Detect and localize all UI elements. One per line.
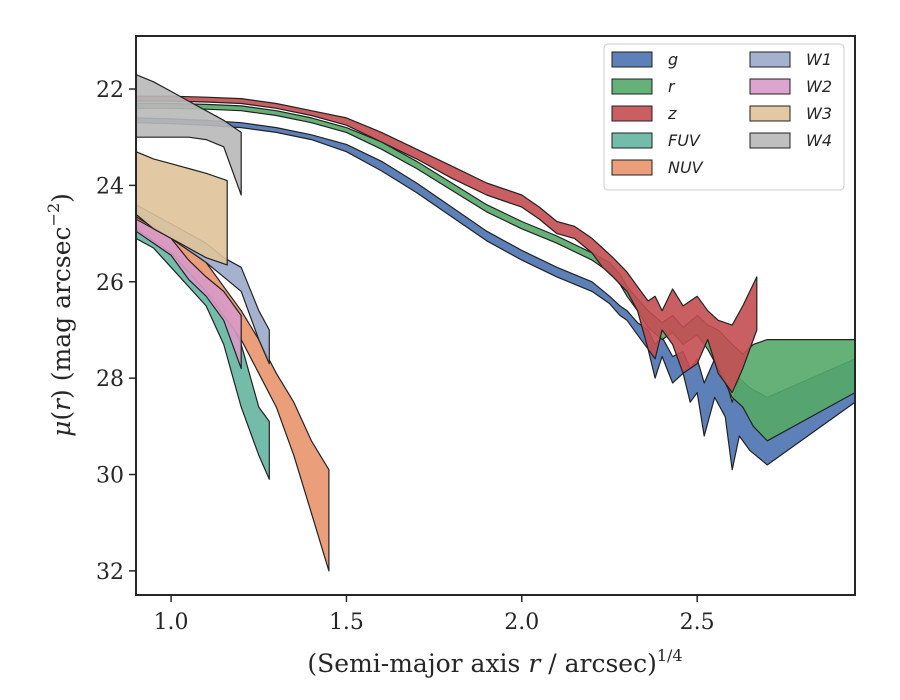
legend-swatch-w2 bbox=[749, 78, 791, 95]
y-tick-label: 22 bbox=[96, 78, 124, 103]
legend-label-w4: W4 bbox=[806, 131, 832, 150]
legend-label-fuv: FUV bbox=[668, 131, 701, 150]
legend-label-z: z bbox=[667, 104, 677, 123]
y-axis-label: μ(r) (mag arcsec−2) bbox=[44, 193, 76, 437]
legend-swatch-w3 bbox=[749, 105, 791, 122]
legend-label-g: g bbox=[668, 50, 678, 69]
legend-label-nuv: NUV bbox=[668, 158, 704, 177]
plot-frame bbox=[135, 35, 856, 596]
legend-entries: grz FUV NUV W1 W2 W3 W4 bbox=[611, 50, 832, 177]
y-axis-ticks: 22 24 26 28 30 32 bbox=[96, 78, 136, 585]
y-tick-label: 32 bbox=[96, 560, 124, 585]
profile-bands bbox=[136, 74, 855, 572]
y-tick-label: 28 bbox=[96, 367, 124, 392]
legend-swatch-r bbox=[611, 78, 653, 95]
x-tick-label: 2.5 bbox=[680, 610, 715, 635]
x-tick-label: 1.0 bbox=[154, 610, 189, 635]
legend-swatch-w4 bbox=[749, 132, 791, 149]
band-w3 bbox=[136, 151, 228, 266]
legend-label-w1: W1 bbox=[806, 50, 832, 69]
y-tick-label: 24 bbox=[96, 174, 124, 199]
legend-swatch-nuv bbox=[611, 159, 653, 176]
band-g bbox=[136, 117, 855, 471]
x-tick-label: 2.0 bbox=[504, 610, 539, 635]
x-axis-label: (Semi-major axis r / arcsec)1/4 bbox=[307, 646, 682, 678]
legend-label-w2: W2 bbox=[806, 77, 832, 96]
x-tick-label: 1.5 bbox=[329, 610, 364, 635]
legend-label-r: r bbox=[668, 77, 676, 96]
legend-swatch-z bbox=[611, 105, 653, 122]
band-z bbox=[136, 95, 758, 394]
band-r bbox=[136, 102, 855, 442]
legend-swatch-w1 bbox=[749, 51, 791, 68]
legend: grz FUV NUV W1 W2 W3 W4 bbox=[603, 43, 845, 191]
legend-swatch-g bbox=[611, 51, 653, 68]
band-w2 bbox=[136, 218, 242, 370]
x-axis-ticks: 1.0 1.5 2.0 2.5 bbox=[154, 595, 715, 635]
y-tick-label: 26 bbox=[96, 271, 124, 296]
legend-label-w3: W3 bbox=[806, 104, 832, 123]
y-tick-label: 30 bbox=[96, 464, 124, 489]
band-w4 bbox=[136, 74, 242, 196]
legend-swatch-fuv bbox=[611, 132, 653, 149]
